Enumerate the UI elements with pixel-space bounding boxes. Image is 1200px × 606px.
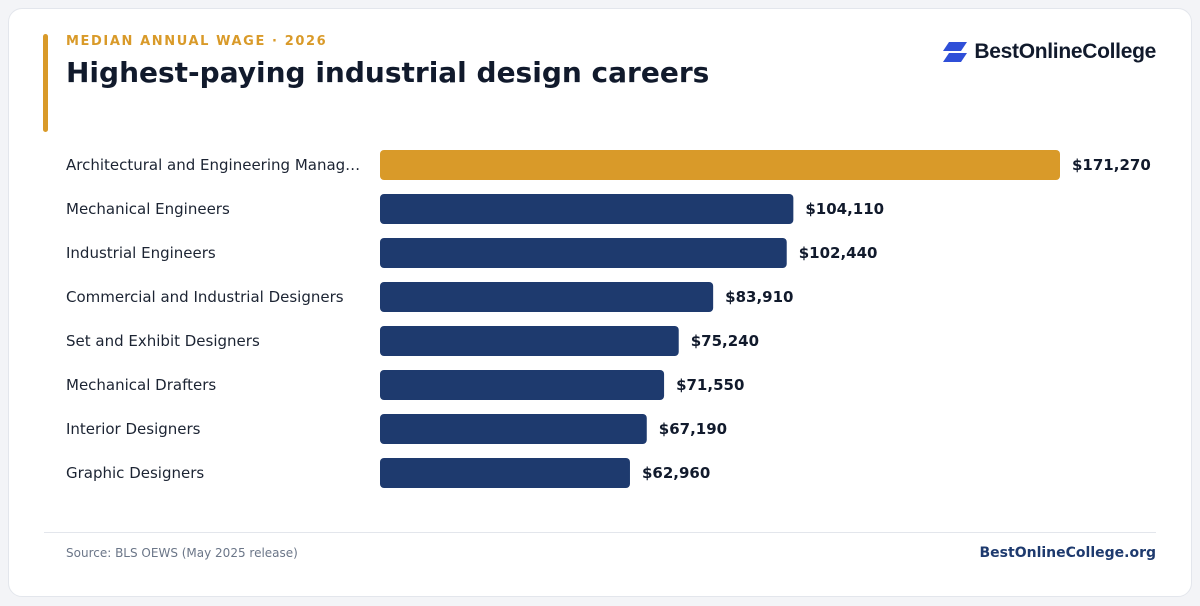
category-label: Set and Exhibit Designers bbox=[66, 332, 260, 350]
value-label: $83,910 bbox=[725, 288, 793, 306]
bar bbox=[380, 458, 630, 488]
category-label: Interior Designers bbox=[66, 420, 201, 438]
title-accent-bar bbox=[43, 34, 48, 132]
category-label: Graphic Designers bbox=[66, 464, 204, 482]
source-note: Source: BLS OEWS (May 2025 release) bbox=[66, 546, 298, 560]
category-label: Commercial and Industrial Designers bbox=[66, 288, 344, 306]
value-label: $171,270 bbox=[1072, 156, 1151, 174]
category-label: Industrial Engineers bbox=[66, 244, 216, 262]
bar bbox=[380, 370, 665, 400]
bar bbox=[380, 238, 787, 268]
category-label: Mechanical Engineers bbox=[66, 200, 230, 218]
value-label: $62,960 bbox=[642, 464, 710, 482]
chart-kicker: MEDIAN ANNUAL WAGE · 2026 bbox=[66, 34, 328, 49]
bar bbox=[380, 282, 714, 312]
bar bbox=[380, 414, 647, 444]
bar bbox=[380, 326, 679, 356]
stacked-parallelogram-logo-icon bbox=[943, 42, 968, 62]
brand-logo: BestOnlineCollege bbox=[942, 40, 1156, 64]
bar bbox=[380, 194, 794, 224]
footer-divider bbox=[44, 532, 1156, 533]
brand-name: BestOnlineCollege bbox=[974, 40, 1156, 63]
value-label: $75,240 bbox=[691, 332, 759, 350]
value-label: $102,440 bbox=[799, 244, 878, 262]
category-label: Architectural and Engineering Manag… bbox=[66, 156, 360, 174]
value-label: $104,110 bbox=[805, 200, 884, 218]
chart-title: Highest-paying industrial design careers bbox=[66, 56, 710, 89]
site-link[interactable]: BestOnlineCollege.org bbox=[979, 545, 1156, 561]
value-label: $67,190 bbox=[659, 420, 727, 438]
value-label: $71,550 bbox=[676, 376, 744, 394]
bar bbox=[380, 150, 1060, 180]
category-label: Mechanical Drafters bbox=[66, 376, 216, 394]
